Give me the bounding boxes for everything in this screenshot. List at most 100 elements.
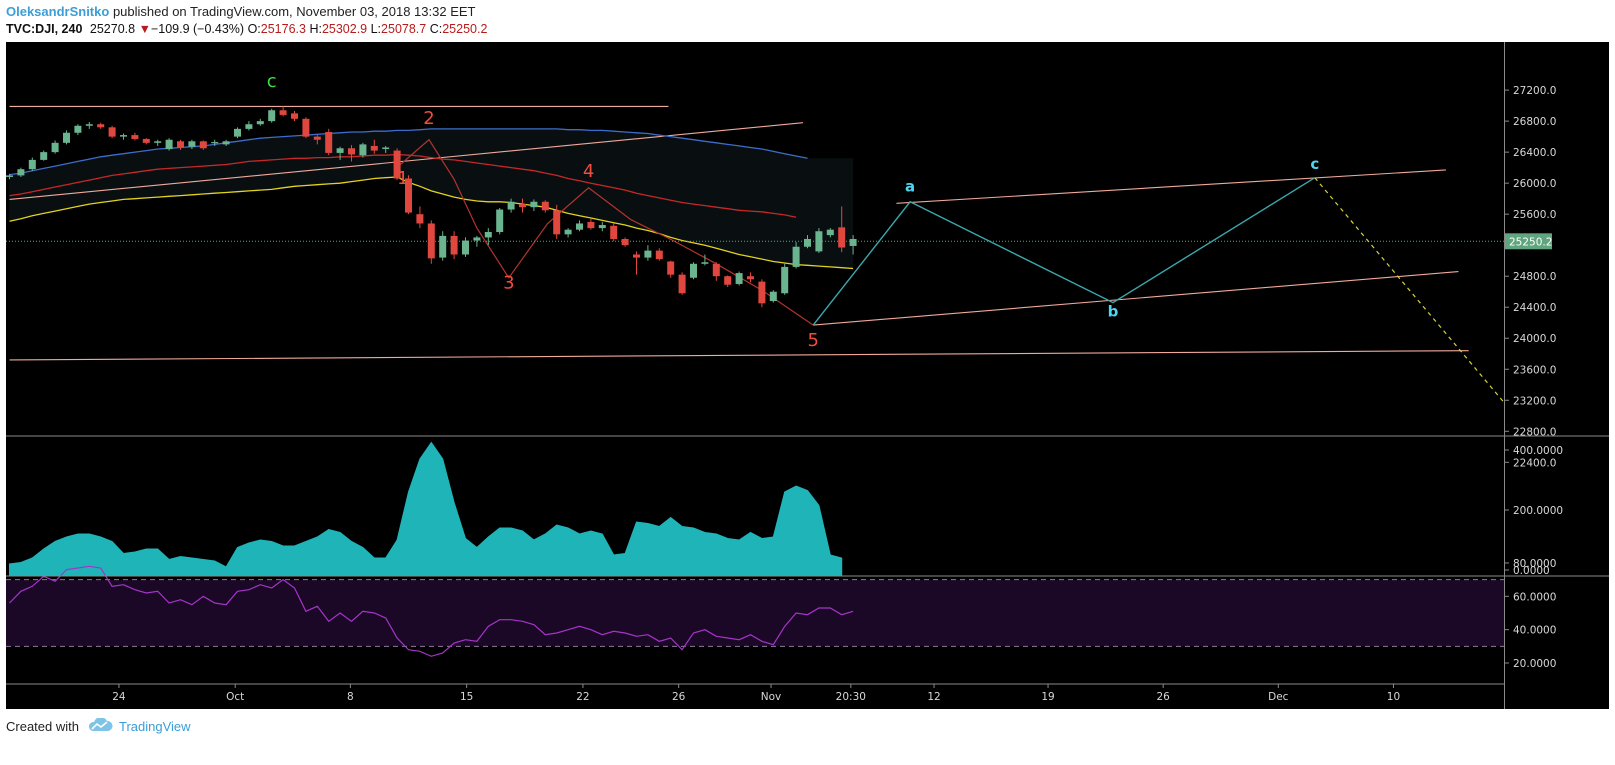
candle[interactable] — [51, 140, 59, 154]
elliott-wave-path[interactable] — [400, 138, 814, 326]
candle[interactable] — [40, 150, 48, 161]
candle[interactable] — [97, 122, 105, 129]
candle[interactable] — [382, 145, 390, 153]
candle[interactable] — [701, 254, 709, 266]
candle[interactable] — [416, 206, 424, 229]
candle[interactable] — [6, 173, 13, 180]
candle[interactable] — [142, 138, 150, 145]
candle[interactable] — [256, 118, 264, 126]
candle[interactable] — [667, 260, 675, 278]
candle[interactable] — [405, 175, 412, 215]
trendline-5[interactable] — [813, 271, 1459, 326]
candle[interactable] — [302, 117, 310, 139]
candle[interactable] — [165, 138, 173, 151]
candle[interactable] — [17, 167, 25, 177]
candle[interactable] — [63, 130, 70, 145]
candle[interactable] — [291, 111, 298, 122]
candle[interactable] — [598, 221, 606, 232]
candle[interactable] — [724, 275, 732, 288]
candle[interactable] — [610, 223, 618, 242]
candle[interactable] — [496, 207, 504, 235]
candle-body — [553, 210, 561, 235]
trendline-4[interactable] — [896, 169, 1446, 204]
candle[interactable] — [530, 199, 538, 212]
candle[interactable] — [199, 140, 207, 150]
tradingview-cloud-icon[interactable] — [87, 717, 113, 735]
candle[interactable] — [735, 271, 743, 286]
candle[interactable] — [758, 279, 766, 308]
author-link[interactable]: OleksandrSnitko — [6, 4, 110, 19]
candle[interactable] — [370, 139, 378, 154]
candle[interactable] — [348, 145, 355, 162]
candle[interactable] — [211, 139, 219, 146]
candle[interactable] — [359, 142, 367, 158]
x-tick-label: 10 — [1387, 691, 1400, 703]
abc-projection-path[interactable] — [812, 177, 1316, 326]
candle-body — [40, 152, 48, 160]
candle[interactable] — [541, 200, 549, 213]
y-tick-label: 0.0000 — [1513, 565, 1550, 577]
candle[interactable] — [473, 235, 481, 247]
candle[interactable] — [234, 127, 241, 139]
candle[interactable] — [188, 139, 196, 150]
candle[interactable] — [792, 242, 800, 269]
candle[interactable] — [553, 204, 561, 239]
price-pane[interactable]: c 1 2 3 4 5 a b c — [6, 71, 1539, 444]
candle[interactable] — [781, 263, 789, 295]
candle[interactable] — [769, 290, 777, 303]
candle[interactable] — [587, 218, 595, 230]
wave-label: c — [1310, 155, 1319, 173]
candle[interactable] — [393, 148, 401, 181]
candle-body — [587, 221, 595, 229]
candle-body — [222, 141, 230, 145]
volatility-area[interactable] — [9, 441, 843, 577]
candle[interactable] — [108, 125, 116, 139]
trendline-3[interactable] — [9, 350, 1469, 361]
candle[interactable] — [655, 248, 663, 261]
rsi-pane[interactable] — [6, 565, 1504, 657]
candle[interactable] — [131, 132, 139, 141]
candle[interactable] — [85, 121, 93, 129]
candle[interactable] — [439, 231, 447, 261]
candle[interactable] — [427, 220, 435, 264]
candle-body — [598, 225, 606, 229]
candle[interactable] — [838, 206, 846, 253]
candle[interactable] — [336, 146, 344, 160]
tradingview-brand-link[interactable]: TradingView — [118, 719, 191, 734]
candle[interactable] — [678, 272, 686, 295]
candle[interactable] — [633, 251, 640, 275]
candle[interactable] — [826, 228, 834, 238]
candle[interactable] — [804, 235, 811, 249]
rsi-line[interactable] — [9, 565, 854, 657]
candle[interactable] — [28, 157, 36, 171]
candle[interactable] — [519, 198, 526, 213]
candle[interactable] — [621, 237, 629, 247]
candle[interactable] — [325, 128, 333, 156]
candle[interactable] — [849, 235, 857, 255]
candle[interactable] — [690, 262, 697, 280]
candle[interactable] — [484, 228, 492, 246]
candle[interactable] — [576, 220, 583, 232]
candle[interactable] — [177, 139, 184, 150]
trendline-2[interactable] — [9, 122, 803, 200]
candle[interactable] — [450, 231, 458, 260]
candle[interactable] — [74, 124, 82, 136]
candle[interactable] — [747, 272, 754, 283]
candle[interactable] — [268, 108, 276, 123]
candle[interactable] — [815, 228, 823, 253]
candle[interactable] — [313, 135, 321, 145]
candle[interactable] — [507, 198, 515, 213]
candle[interactable] — [120, 133, 127, 140]
volatility-pane[interactable] — [9, 441, 843, 577]
y-tick-label: 80.0000 — [1513, 558, 1556, 570]
candle[interactable] — [644, 245, 652, 261]
candle[interactable] — [712, 262, 720, 281]
target-dashed-line[interactable] — [1314, 177, 1540, 445]
candle[interactable] — [154, 139, 162, 146]
candle[interactable] — [245, 121, 253, 131]
candle[interactable] — [564, 228, 572, 238]
candle[interactable] — [222, 139, 230, 146]
candle[interactable] — [279, 106, 287, 117]
candle[interactable] — [462, 237, 469, 257]
